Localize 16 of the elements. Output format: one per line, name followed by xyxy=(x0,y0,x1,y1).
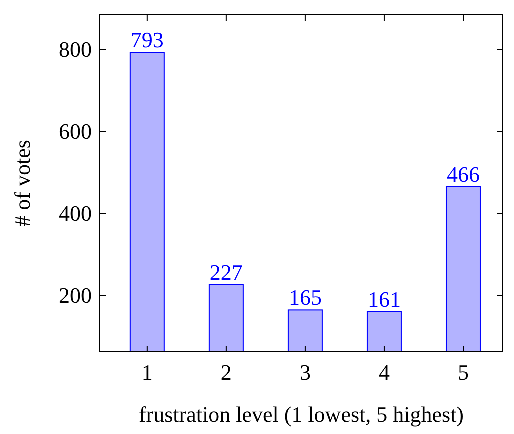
y-tick-label: 400 xyxy=(59,200,92,226)
data-label: 793 xyxy=(130,28,164,53)
data-label: 161 xyxy=(368,286,401,312)
x-tick-label: 1 xyxy=(142,360,153,385)
x-tick-label: 2 xyxy=(220,360,232,385)
y-tick-label: 800 xyxy=(59,36,92,62)
x-tick-label: 5 xyxy=(458,360,469,385)
x-tick-label: 3 xyxy=(300,360,311,385)
data-label: 165 xyxy=(288,285,322,310)
x-tick-label: 4 xyxy=(378,360,390,385)
y-tick-label: 200 xyxy=(59,282,92,308)
data-label: 227 xyxy=(210,260,243,285)
y-axis-title: # of votes xyxy=(10,140,35,227)
y-tick-label: 600 xyxy=(59,118,92,144)
data-label: 466 xyxy=(446,162,480,187)
x-axis-title: frustration level (1 lowest, 5 highest) xyxy=(138,402,464,427)
